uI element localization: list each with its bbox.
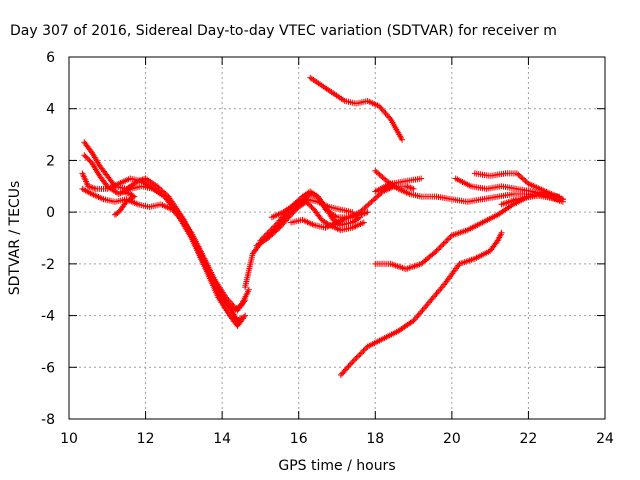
y-tick-label: 6: [46, 50, 55, 66]
x-tick-label: 20: [443, 431, 461, 447]
series-markers: [288, 183, 417, 231]
y-tick-label: -2: [41, 257, 55, 273]
series-arc-11: [307, 74, 406, 143]
plot-frame: [68, 56, 606, 420]
series-markers: [81, 139, 252, 314]
x-tick-label: 24: [596, 431, 614, 447]
series-arc-13: [372, 175, 425, 195]
series-markers: [307, 74, 406, 143]
x-tick-label: 16: [290, 431, 308, 447]
y-tick-label: 4: [46, 102, 55, 118]
series-arc-5: [111, 188, 138, 218]
x-tick-label: 18: [366, 431, 384, 447]
y-tick-label: -6: [41, 360, 55, 376]
series-arc-9: [268, 196, 356, 221]
series-markers: [268, 196, 356, 221]
series-markers: [111, 188, 138, 218]
y-tick-label: -4: [41, 309, 55, 325]
grid-lines: [69, 57, 605, 419]
x-tick-label: 14: [213, 431, 231, 447]
series-arc-7: [253, 198, 367, 249]
axis-ticks: [68, 56, 606, 420]
series-arc-10: [288, 183, 417, 231]
y-tick-label: 2: [46, 153, 55, 169]
series-markers: [498, 191, 566, 208]
x-tick-label: 12: [137, 431, 155, 447]
series-markers: [253, 198, 367, 249]
series-markers: [79, 170, 249, 329]
x-axis-label: GPS time / hours: [278, 458, 395, 474]
x-tick-label: 22: [520, 431, 538, 447]
series-arc-17: [337, 229, 505, 378]
x-tick-label: 10: [60, 431, 78, 447]
series-arc-18: [498, 191, 566, 208]
series-markers: [79, 185, 249, 314]
series-markers: [372, 175, 425, 195]
y-tick-label: 0: [46, 205, 55, 221]
y-axis-label: SDTVAR / TECUs: [7, 181, 23, 296]
x-tick-labels: 10 12 14 16 18 20 22 24: [60, 431, 614, 447]
y-tick-labels: -8 -6 -4 -2 0 2 4 6: [41, 50, 55, 428]
series-arc-1: [81, 139, 252, 314]
series-arc-4: [79, 185, 249, 314]
y-tick-label: -8: [41, 412, 55, 428]
data-series: [79, 74, 566, 378]
chart-title: Day 307 of 2016, Sidereal Day-to-day VTE…: [10, 23, 557, 39]
series-arc-3: [79, 170, 249, 329]
series-markers: [337, 229, 505, 378]
